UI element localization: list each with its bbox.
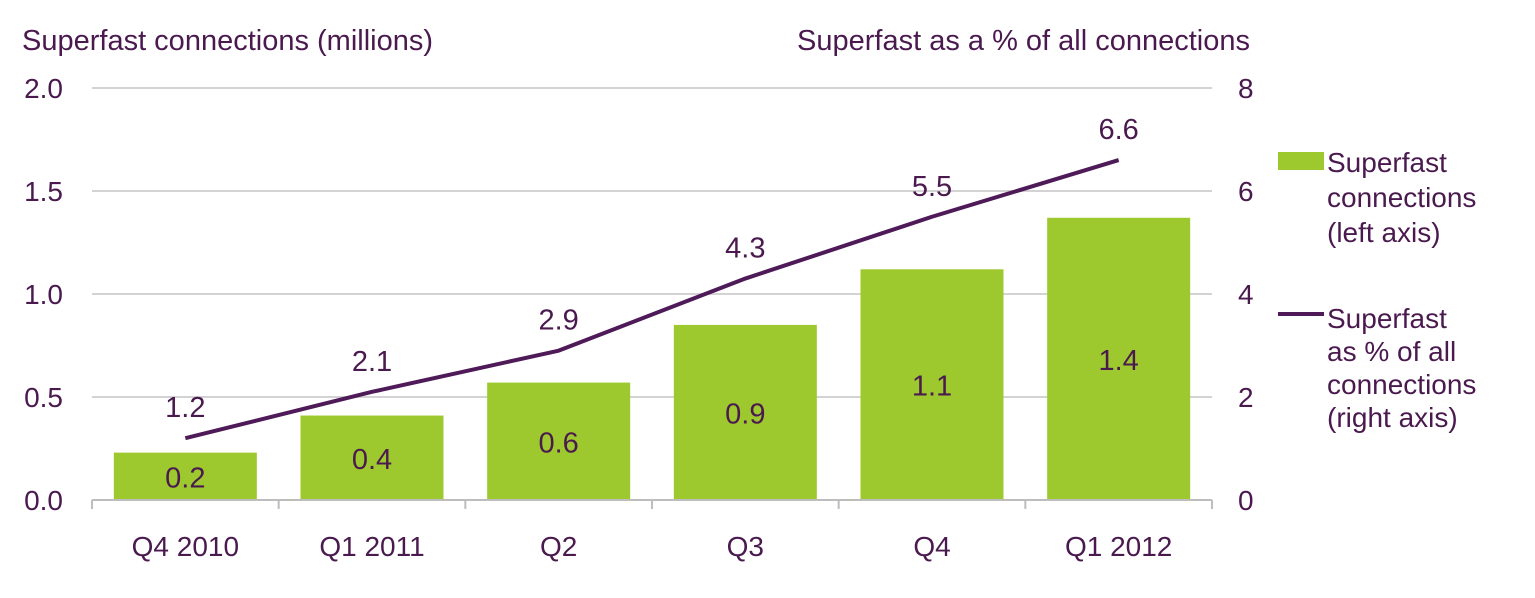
bar-value-label: 0.4 bbox=[352, 444, 392, 476]
right-tick-label: 4 bbox=[1238, 279, 1254, 310]
gridlines bbox=[92, 87, 1212, 398]
line-value-label: 5.5 bbox=[912, 171, 952, 203]
left-tick-label: 2.0 bbox=[24, 73, 63, 104]
bar-value-label: 0.2 bbox=[165, 462, 205, 494]
bar bbox=[300, 415, 444, 500]
bars bbox=[113, 217, 1191, 500]
data-labels: 0.2 0.4 0.6 0.9 1.1 1.4 1.2 2.1 2.9 4.3 5.5 6.6 bbox=[165, 114, 1139, 494]
line-value-label: 2.1 bbox=[352, 346, 392, 378]
bar bbox=[673, 324, 817, 500]
x-tick-label: Q4 2010 bbox=[132, 531, 239, 562]
right-tick-label: 2 bbox=[1238, 382, 1254, 413]
bar-value-label: 1.4 bbox=[1099, 345, 1139, 377]
legend: Superfast connections (left axis) Superfast… bbox=[1278, 147, 1476, 433]
bar bbox=[860, 269, 1004, 500]
bar bbox=[487, 382, 631, 500]
bar bbox=[113, 452, 257, 500]
legend-line-label: (right axis) bbox=[1327, 402, 1458, 433]
legend-bar-label: connections bbox=[1327, 182, 1476, 213]
line-value-label: 2.9 bbox=[539, 305, 579, 337]
x-tick-label: Q3 bbox=[727, 531, 764, 562]
legend-bar-label: (left axis) bbox=[1327, 217, 1441, 248]
line-series-path bbox=[184, 158, 1120, 441]
x-tick-label: Q4 bbox=[913, 531, 950, 562]
bar bbox=[1047, 217, 1191, 500]
legend-bar-label: Superfast bbox=[1327, 147, 1447, 178]
left-tick-label: 1.0 bbox=[24, 279, 63, 310]
legend-line-label: as % of all bbox=[1327, 336, 1456, 367]
x-tick-label: Q1 2011 bbox=[319, 531, 424, 562]
legend-line-label: connections bbox=[1327, 369, 1476, 400]
bar-value-label: 0.9 bbox=[725, 398, 765, 430]
bar-value-label: 1.1 bbox=[912, 371, 952, 403]
left-axis-title: Superfast connections (millions) bbox=[22, 25, 433, 57]
x-tick-label: Q2 bbox=[540, 531, 577, 562]
right-tick-label: 0 bbox=[1238, 485, 1254, 516]
left-tick-label: 1.5 bbox=[24, 176, 63, 207]
line-value-label: 4.3 bbox=[725, 233, 765, 265]
legend-line-label: Superfast bbox=[1327, 303, 1447, 334]
left-tick-label: 0.0 bbox=[24, 485, 63, 516]
line-value-label: 1.2 bbox=[165, 392, 205, 424]
x-tick-label: Q1 2012 bbox=[1065, 531, 1172, 562]
legend-bar-swatch bbox=[1278, 152, 1324, 170]
left-tick-label: 0.5 bbox=[24, 382, 63, 413]
line-series bbox=[184, 158, 1120, 441]
right-axis-title: Superfast as a % of all connections bbox=[797, 25, 1250, 57]
bar-value-label: 0.6 bbox=[539, 427, 579, 459]
line-value-label: 6.6 bbox=[1099, 114, 1139, 146]
right-tick-label: 8 bbox=[1238, 73, 1254, 104]
right-tick-label: 6 bbox=[1238, 176, 1254, 207]
axes: 0.0 0 0.5 2 1.0 4 1.5 6 2.0 8 Q4 2010 Q1 2011 Q2 Q3 Q4… bbox=[24, 73, 1254, 562]
